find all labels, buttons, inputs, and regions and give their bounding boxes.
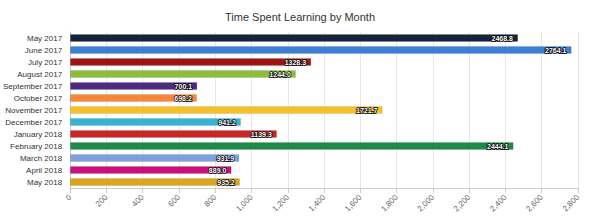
svg-text:2444.1: 2444.1	[487, 143, 509, 150]
svg-text:941.2: 941.2	[218, 119, 236, 126]
svg-text:800: 800	[203, 192, 219, 208]
svg-text:1,600: 1,600	[343, 192, 364, 213]
svg-text:698.2: 698.2	[174, 95, 192, 102]
svg-text:May 2017: May 2017	[27, 34, 63, 43]
svg-text:2,600: 2,600	[524, 192, 545, 213]
svg-text:2,800: 2,800	[561, 192, 582, 213]
svg-text:2468.8: 2468.8	[492, 35, 514, 42]
svg-text:1,800: 1,800	[379, 192, 400, 213]
svg-text:March 2018: March 2018	[20, 154, 63, 163]
svg-text:0: 0	[64, 192, 74, 202]
svg-text:200: 200	[94, 192, 110, 208]
svg-text:1244.0: 1244.0	[269, 71, 291, 78]
svg-text:1721.7: 1721.7	[356, 107, 378, 114]
svg-text:2,000: 2,000	[416, 192, 437, 213]
svg-text:April 2018: April 2018	[26, 166, 63, 175]
svg-text:400: 400	[130, 192, 146, 208]
svg-text:January 2018: January 2018	[14, 130, 63, 139]
svg-text:August 2017: August 2017	[17, 70, 62, 79]
svg-text:1,400: 1,400	[307, 192, 328, 213]
svg-text:July 2017: July 2017	[28, 58, 63, 67]
svg-text:May 2018: May 2018	[27, 178, 63, 187]
svg-text:December 2017: December 2017	[5, 118, 62, 127]
svg-text:October 2017: October 2017	[14, 94, 63, 103]
svg-text:600: 600	[166, 192, 182, 208]
svg-text:Time Spent Learning by Month: Time Spent Learning by Month	[225, 11, 375, 23]
svg-text:1,000: 1,000	[234, 192, 255, 213]
svg-text:931.9: 931.9	[217, 155, 235, 162]
svg-text:1328.3: 1328.3	[285, 59, 307, 66]
svg-text:September 2017: September 2017	[3, 82, 63, 91]
svg-text:935.2: 935.2	[217, 179, 235, 186]
svg-text:889.0: 889.0	[209, 167, 227, 174]
svg-text:February 2018: February 2018	[10, 142, 63, 151]
svg-text:2,400: 2,400	[488, 192, 509, 213]
svg-text:November 2017: November 2017	[5, 106, 62, 115]
svg-text:2,200: 2,200	[452, 192, 473, 213]
svg-text:1139.3: 1139.3	[251, 131, 272, 138]
svg-text:700.1: 700.1	[175, 83, 193, 90]
svg-text:June 2017: June 2017	[25, 46, 63, 55]
svg-text:2764.1: 2764.1	[545, 47, 567, 54]
svg-text:1,200: 1,200	[270, 192, 291, 213]
